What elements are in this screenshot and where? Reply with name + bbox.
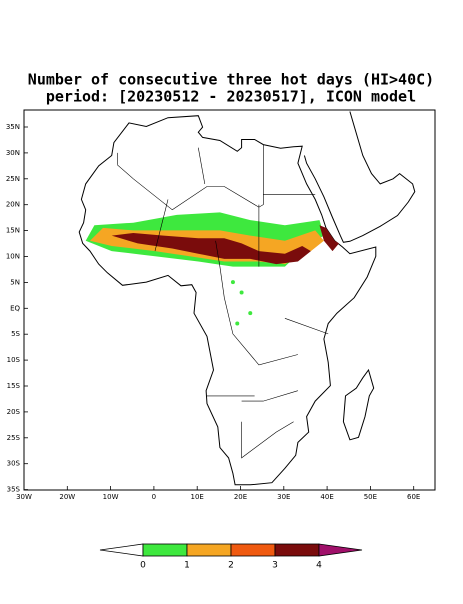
border bbox=[154, 199, 169, 252]
hot-days-spot bbox=[248, 311, 253, 316]
lon-label: 20W bbox=[59, 493, 75, 501]
colorbar-segment bbox=[230, 543, 276, 557]
lon-label: 30E bbox=[277, 493, 290, 501]
africa-coast bbox=[78, 115, 377, 486]
border bbox=[215, 240, 298, 366]
map bbox=[78, 111, 416, 486]
hot-days-spot bbox=[239, 290, 244, 295]
lat-label: 35N bbox=[6, 123, 20, 131]
lon-label: 30W bbox=[16, 493, 32, 501]
colorbar-end bbox=[99, 543, 144, 557]
colorbar-label: 0 bbox=[140, 561, 146, 571]
madagascar bbox=[342, 368, 375, 441]
lat-label: 10S bbox=[7, 356, 21, 364]
lat-label: EQ bbox=[10, 304, 20, 312]
lat-label: 25S bbox=[7, 434, 21, 442]
colorbar: 0 1 2 3 4 bbox=[99, 543, 363, 571]
lat-label: 10N bbox=[6, 253, 20, 261]
map-frame bbox=[23, 109, 436, 491]
border bbox=[241, 421, 294, 459]
title-line: period: [20230512 - 20230517], ICON mode… bbox=[46, 88, 416, 106]
border bbox=[198, 147, 206, 184]
lat-label: 5N bbox=[10, 278, 20, 286]
border bbox=[284, 318, 329, 335]
colorbar-label: 4 bbox=[316, 561, 322, 571]
lat-label: 25N bbox=[6, 175, 20, 183]
lat-label: 15S bbox=[7, 382, 21, 390]
colorbar-label: 1 bbox=[184, 561, 190, 571]
lon-label: 50E bbox=[364, 493, 377, 501]
hot-days-spot bbox=[235, 321, 240, 326]
lon-label: 10E bbox=[191, 493, 204, 501]
lat-label: 30S bbox=[7, 460, 21, 468]
lon-label: 20E bbox=[234, 493, 247, 501]
border bbox=[117, 144, 264, 211]
lat-label: 20N bbox=[6, 201, 20, 209]
colorbar-end bbox=[318, 543, 363, 557]
colorbar-segment bbox=[274, 543, 320, 557]
lat-label: 5S bbox=[11, 330, 20, 338]
hot-days-area bbox=[319, 225, 339, 252]
colorbar-segment bbox=[186, 543, 232, 557]
lon-label: 0 bbox=[152, 493, 156, 501]
colorbar-segment bbox=[142, 543, 188, 557]
lon-label: 10W bbox=[103, 493, 119, 501]
lon-label: 40E bbox=[320, 493, 333, 501]
lat-label: 15N bbox=[6, 227, 20, 235]
lat-label: 20S bbox=[7, 408, 21, 416]
hot-days-spot bbox=[230, 280, 235, 285]
hot-days-area bbox=[111, 233, 311, 265]
title-line: Number of consecutive three hot days (HI… bbox=[28, 71, 434, 89]
arabia-coast bbox=[303, 111, 416, 243]
lat-label: 35S bbox=[7, 486, 21, 494]
lat-label: 30N bbox=[6, 149, 20, 157]
border bbox=[241, 390, 298, 402]
lon-label: 60E bbox=[407, 493, 420, 501]
colorbar-label: 2 bbox=[228, 561, 234, 571]
colorbar-label: 3 bbox=[272, 561, 278, 571]
